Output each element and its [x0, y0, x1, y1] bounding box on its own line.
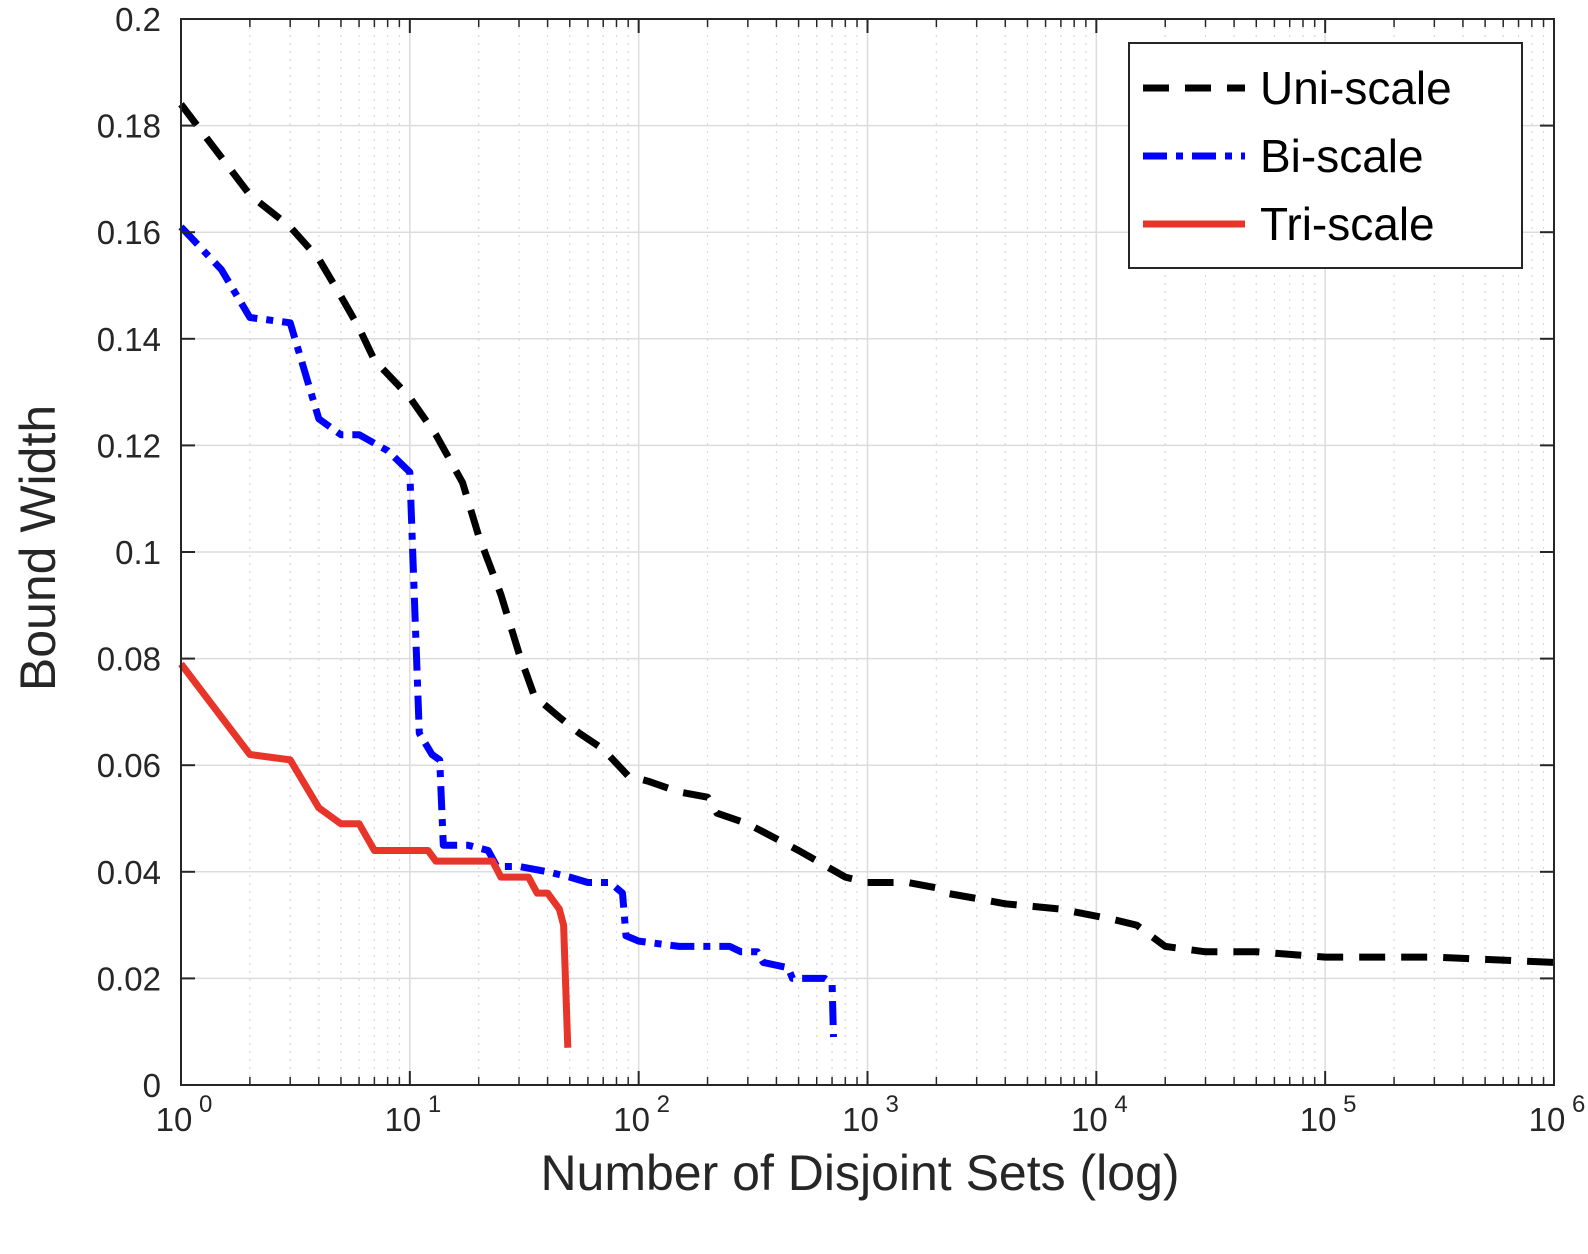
x-tick-exponent: 6 — [1572, 1091, 1585, 1118]
y-tick-label: 0.16 — [97, 214, 161, 251]
y-tick-label: 0.18 — [97, 108, 161, 145]
legend: Uni-scale Bi-scale Tri-scale — [1128, 42, 1523, 269]
y-tick-labels: 0 0.02 0.04 0.06 0.08 0.1 0.12 0.14 0.16 0.18 0.2 — [97, 1, 161, 1104]
y-tick-label: 0.08 — [97, 641, 161, 678]
x-tick-exponent: 3 — [886, 1091, 899, 1118]
series-line-uni-scale — [178, 102, 1555, 966]
x-tick-label: 10 — [156, 1101, 193, 1138]
y-tick-label: 0.14 — [97, 321, 161, 358]
x-tick-label: 10 — [1300, 1101, 1337, 1138]
x-tick-label: 10 — [384, 1101, 421, 1138]
x-tick-label: 10 — [842, 1101, 879, 1138]
x-tick-exponent: 1 — [428, 1091, 441, 1118]
x-tick-label: 10 — [613, 1101, 650, 1138]
x-tick-label: 10 — [1071, 1101, 1108, 1138]
y-tick-label: 0.12 — [97, 427, 161, 464]
x-axis-title: Number of Disjoint Sets (log) — [540, 1145, 1179, 1201]
legend-label: Uni-scale — [1260, 62, 1452, 114]
series-line-tri-scale — [178, 661, 572, 1048]
y-tick-label: 0.02 — [97, 960, 161, 997]
x-tick-exponent: 2 — [657, 1091, 670, 1118]
y-axis-title: Bound Width — [10, 405, 66, 691]
legend-label: Tri-scale — [1260, 198, 1435, 250]
x-tick-labels: 10 0 10 1 10 2 10 3 10 4 10 5 10 6 — [156, 1091, 1586, 1138]
legend-label: Bi-scale — [1260, 130, 1424, 182]
x-tick-exponent: 5 — [1343, 1091, 1356, 1118]
x-tick-exponent: 4 — [1114, 1091, 1127, 1118]
series-layer — [178, 102, 1555, 1048]
y-tick-label: 0.1 — [115, 534, 161, 571]
series-line-bi-scale — [178, 224, 837, 1038]
x-tick-exponent: 0 — [199, 1091, 212, 1118]
x-tick-label: 10 — [1529, 1101, 1566, 1138]
axis-ticks — [180, 18, 1555, 1086]
y-tick-label: 0 — [143, 1067, 161, 1104]
y-tick-label: 0.2 — [115, 1, 161, 38]
y-tick-label: 0.06 — [97, 747, 161, 784]
y-tick-label: 0.04 — [97, 854, 161, 891]
